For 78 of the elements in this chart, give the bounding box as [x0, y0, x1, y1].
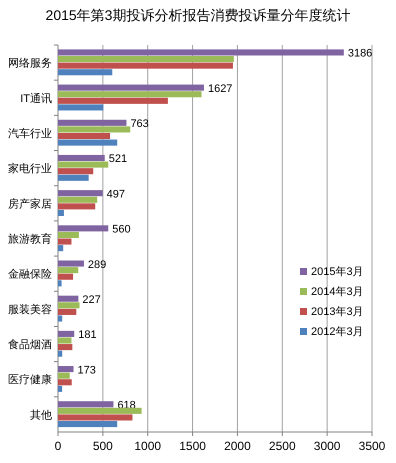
- y-tick-label: 其他: [30, 408, 52, 422]
- y-tick-label: 医疗健康: [8, 373, 52, 386]
- bar: [58, 372, 70, 379]
- x-tick-label: 2000: [224, 439, 252, 453]
- bar: [58, 69, 112, 76]
- y-tick-label: 网络服务: [8, 58, 52, 70]
- bar: [58, 308, 76, 315]
- bar: [58, 280, 62, 286]
- bar: [58, 210, 64, 216]
- bar: [58, 162, 108, 168]
- data-label: 3186: [348, 48, 372, 60]
- bar: [58, 337, 72, 344]
- x-tick-label: 1000: [134, 439, 162, 453]
- bar: [58, 238, 72, 245]
- legend-label: 2013年3月: [311, 306, 364, 318]
- data-label: 227: [82, 294, 101, 306]
- x-tick-label: 1500: [179, 439, 206, 453]
- bar: [58, 98, 168, 104]
- bar: [58, 379, 72, 386]
- bar: [58, 190, 103, 196]
- bar: [58, 232, 79, 238]
- y-tick-label: 旅游教育: [8, 232, 52, 246]
- bar: [58, 302, 80, 308]
- legend-label: 2012年3月: [311, 326, 364, 338]
- bar: [58, 154, 105, 162]
- bar: [58, 245, 64, 252]
- bar: [58, 104, 104, 110]
- bar: [58, 386, 62, 392]
- x-tick-label: 0: [54, 439, 62, 453]
- bar: [58, 260, 84, 267]
- x-tick-label: 500: [92, 439, 114, 453]
- bar: [58, 344, 72, 350]
- y-tick-label: 食品烟酒: [8, 338, 52, 352]
- bar: [58, 350, 62, 357]
- data-label: 1627: [208, 82, 232, 95]
- bar: [58, 274, 74, 280]
- bar: [58, 401, 114, 408]
- bar: [58, 174, 89, 181]
- y-tick-label: 房产家居: [8, 197, 52, 210]
- bar: [58, 203, 96, 210]
- y-tick-label: 汽车行业: [8, 126, 52, 140]
- legend-label: 2015年3月: [311, 266, 364, 278]
- x-tick-label: 3500: [358, 439, 386, 453]
- data-label: 497: [106, 188, 125, 200]
- bar: [58, 140, 118, 146]
- bar: [58, 132, 110, 140]
- data-label: 181: [78, 329, 97, 342]
- bar: [58, 84, 204, 91]
- bar: [58, 120, 126, 126]
- y-tick-label: 家电行业: [8, 162, 52, 176]
- x-tick-label: 2500: [268, 439, 296, 453]
- bar: [58, 408, 142, 414]
- bar: [58, 56, 234, 62]
- data-label: 173: [78, 364, 96, 376]
- bar: [58, 225, 108, 232]
- bar: [58, 366, 74, 372]
- bar: [58, 49, 344, 56]
- data-label: 289: [88, 258, 106, 271]
- y-tick-label: 服装美容: [8, 302, 52, 316]
- bar: [58, 296, 78, 302]
- bar: [58, 330, 74, 337]
- bar: [58, 62, 233, 69]
- bar: [58, 168, 94, 174]
- bar: [58, 421, 118, 428]
- y-tick-label: 金融保险: [8, 268, 52, 281]
- legend-label: 2014年3月: [311, 286, 364, 298]
- bar: [58, 414, 132, 421]
- bar: [58, 315, 62, 322]
- bar: [58, 91, 202, 98]
- y-tick-label: IT通讯: [20, 92, 52, 105]
- data-label: 560: [112, 224, 131, 236]
- data-label: 521: [108, 153, 128, 166]
- bar: [58, 126, 130, 132]
- bar: [58, 196, 98, 203]
- chart-title: 2015年第3期投诉分析报告消费投诉量分年度统计: [46, 7, 350, 23]
- data-label: 763: [130, 118, 149, 130]
- x-tick-label: 3000: [314, 439, 341, 453]
- bar: [58, 267, 78, 274]
